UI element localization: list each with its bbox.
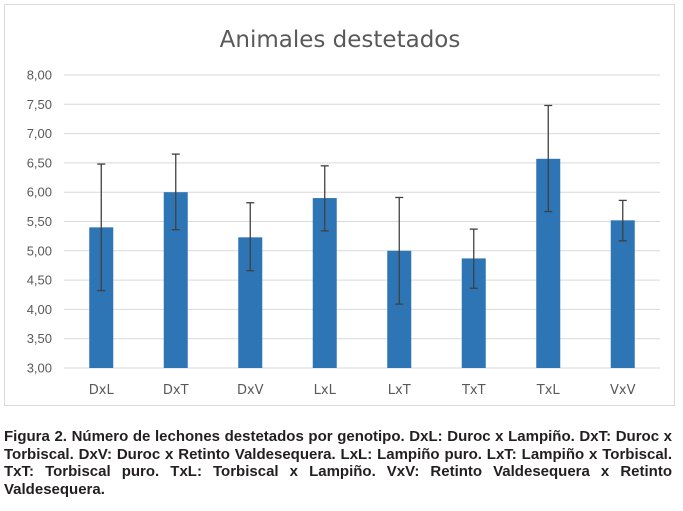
x-category-label: TxL: [536, 383, 561, 398]
y-tick-label: 6,00: [27, 185, 52, 200]
bars: [89, 158, 635, 368]
bar-chart: Animales destetados 3,00 3,50 4,00 4,50 5,00…: [27, 27, 660, 398]
error-bars: [97, 104, 627, 305]
y-tick-label: 5,00: [27, 243, 52, 258]
y-axis-ticks: 3,00 3,50 4,00 4,50 5,00 5,50 6,00 6,50 7,00 7,50…: [27, 68, 52, 376]
y-tick-label: 7,00: [27, 126, 52, 141]
x-category-label: DxT: [163, 383, 189, 398]
error-bar-dxl: [97, 163, 106, 292]
error-bar-dxv: [246, 202, 255, 272]
chart-title: Animales destetados: [220, 27, 461, 53]
error-bar-vxv: [618, 199, 627, 242]
x-category-label: DxV: [237, 383, 264, 398]
error-bar-txt: [469, 228, 478, 289]
x-category-label: DxL: [89, 383, 115, 398]
chart-frame: Animales destetados 3,00 3,50 4,00 4,50 5,00…: [4, 4, 675, 406]
x-category-label: VxV: [610, 383, 636, 398]
y-tick-label: 4,50: [27, 273, 52, 288]
y-tick-label: 8,00: [27, 68, 52, 83]
error-bar-dxt: [171, 153, 180, 231]
x-category-label: TxT: [461, 383, 486, 398]
figure-caption: Figura 2. Número de lechones destetados …: [4, 428, 672, 498]
x-category-label: LxL: [314, 383, 337, 398]
gridlines: [64, 74, 660, 369]
x-axis-categories: DxL DxT DxV LxL LxT TxT TxL VxV: [89, 383, 636, 398]
y-tick-label: 3,50: [27, 331, 52, 346]
error-bar-txl: [544, 104, 553, 213]
y-tick-label: 3,00: [27, 361, 52, 376]
error-bar-lxt: [395, 196, 404, 305]
y-tick-label: 6,50: [27, 155, 52, 170]
bar-vxv: [610, 220, 635, 368]
y-tick-label: 5,50: [27, 214, 52, 229]
error-bar-lxl: [320, 165, 329, 232]
y-tick-label: 4,00: [27, 302, 52, 317]
y-tick-label: 7,50: [27, 97, 52, 112]
x-category-label: LxT: [388, 383, 411, 398]
